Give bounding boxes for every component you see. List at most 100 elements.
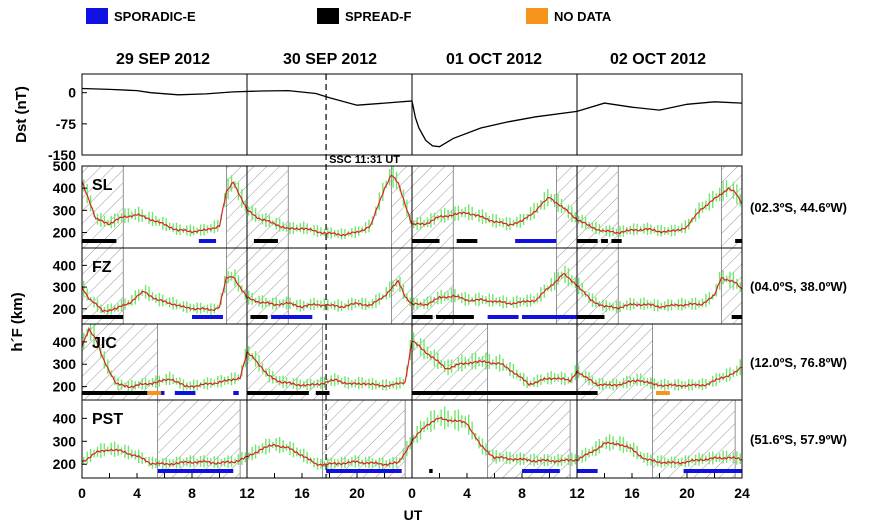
legend: SPORADIC-E SPREAD-F NO DATA — [86, 8, 612, 24]
no-data-bar — [147, 391, 162, 395]
hf-y-tick-label: 300 — [53, 202, 77, 218]
sporadic-e-bar — [577, 469, 598, 473]
legend-label-spread-f: SPREAD-F — [345, 9, 412, 24]
x-tick-label: 0 — [408, 485, 416, 501]
no-data-bar — [656, 391, 670, 395]
legend-label-sporadic-e: SPORADIC-E — [114, 9, 196, 24]
x-tick-label: 4 — [463, 485, 471, 501]
hf-y-tick-label: 200 — [53, 224, 77, 240]
spread-f-bar — [577, 315, 605, 319]
hf-y-tick-label: 300 — [53, 356, 77, 372]
ssc-label: SSC 11:31 UT — [329, 154, 400, 166]
station-coords: (04.0ºS, 38.0ºW) — [750, 279, 847, 294]
sporadic-e-bar — [271, 315, 313, 319]
hf-y-tick-label: 400 — [53, 410, 77, 426]
hf-y-tick-label: 200 — [53, 379, 77, 395]
dst-y-tick-label: -75 — [56, 116, 76, 132]
dst-line — [81, 87, 743, 148]
sporadic-e-bar — [198, 239, 217, 243]
x-axis-ticks: 0 4 8 12 16 20 0 4 8 12 16 20 24 — [78, 473, 750, 501]
x-tick-label: 20 — [679, 485, 695, 501]
dst-axis-label: Dst (nT) — [13, 86, 30, 143]
station-panel-jic: 200 300 400 JIC (12.0ºS, 76.8ºW) — [53, 323, 847, 401]
spread-f-bar — [611, 239, 622, 243]
legend-swatch-sporadic-e — [86, 8, 108, 24]
sporadic-e-bar — [233, 391, 239, 395]
day-headers: 29 SEP 2012 30 SEP 2012 01 OCT 2012 02 O… — [116, 51, 706, 68]
sporadic-e-bar — [522, 469, 560, 473]
spread-f-bar — [82, 239, 117, 243]
spread-f-bar — [735, 239, 742, 243]
station-panel-sl: 200 300 400 500 SL (02.3ºS, 44.6ºW) — [53, 158, 847, 249]
night-shade — [390, 247, 454, 325]
x-axis-label: UT — [404, 507, 423, 523]
night-shade — [225, 165, 289, 249]
dst-frame — [81, 73, 743, 156]
station-coords: (02.3ºS, 44.6ºW) — [750, 200, 847, 215]
hf-y-tick-label: 300 — [53, 279, 77, 295]
x-tick-label: 12 — [569, 485, 585, 501]
sporadic-e-bar — [515, 239, 557, 243]
night-shade — [157, 399, 241, 479]
dst-day-dividers — [246, 74, 578, 155]
spread-f-bar — [577, 239, 598, 243]
hf-y-tick-label: 500 — [53, 158, 77, 174]
sporadic-e-bar — [522, 315, 577, 319]
dst-y-tick-label: -150 — [48, 147, 76, 163]
legend-swatch-spread-f — [317, 8, 339, 24]
spread-f-bar — [412, 239, 440, 243]
hf-y-tick-label: 200 — [53, 456, 77, 472]
station-panel-pst: 200 300 400 PST (51.6ºS, 57.9ºW) — [53, 399, 847, 479]
spread-f-bar — [82, 315, 124, 319]
x-tick-label: 4 — [133, 485, 141, 501]
hf-y-tick-label: 400 — [53, 180, 77, 196]
x-tick-label: 12 — [239, 485, 255, 501]
spread-f-bar — [247, 391, 309, 395]
sporadic-e-bar — [192, 315, 223, 319]
x-tick-label: 8 — [188, 485, 196, 501]
spread-f-bar — [580, 391, 598, 395]
station-name: SL — [92, 177, 113, 194]
spread-f-bar — [412, 315, 433, 319]
x-tick-label: 16 — [294, 485, 310, 501]
night-shade — [390, 165, 454, 249]
spread-f-bar — [82, 391, 148, 395]
hf-y-tick-label: 300 — [53, 433, 77, 449]
spread-f-bar — [253, 239, 278, 243]
sporadic-e-bar — [326, 469, 402, 473]
x-tick-label: 8 — [518, 485, 526, 501]
x-tick-label: 16 — [624, 485, 640, 501]
dst-panel: 0 -75 -150 Dst (nT) — [13, 73, 743, 163]
sporadic-e-bar — [174, 391, 196, 395]
x-tick-label: 24 — [734, 485, 750, 501]
spread-f-bar — [315, 391, 330, 395]
station-name: FZ — [92, 259, 112, 276]
hf-y-tick-label: 200 — [53, 301, 77, 317]
station-coords: (51.6ºS, 57.9ºW) — [750, 432, 847, 447]
hf-y-tick-label: 400 — [53, 334, 77, 350]
sporadic-e-bar — [683, 469, 742, 473]
legend-label-no-data: NO DATA — [554, 9, 612, 24]
night-shade — [576, 323, 654, 401]
day-header-3: 01 OCT 2012 — [446, 51, 542, 68]
station-name: JIC — [92, 335, 117, 352]
day-header-1: 29 SEP 2012 — [116, 51, 210, 68]
station-panels: 200 300 400 500 SL (02.3ºS, 44.6ºW) 200 300 400 F… — [53, 158, 847, 479]
x-tick-label: 20 — [349, 485, 365, 501]
sporadic-e-bar — [157, 469, 234, 473]
dst-y-tick-label: 0 — [68, 85, 76, 101]
spread-f-bar — [456, 239, 478, 243]
legend-swatch-no-data — [526, 8, 548, 24]
night-shade — [652, 399, 736, 479]
day-header-4: 02 OCT 2012 — [610, 51, 706, 68]
spread-f-bar — [436, 315, 474, 319]
night-shade — [720, 165, 743, 249]
spread-f-bar — [412, 391, 581, 395]
station-coords: (12.0ºS, 76.8ºW) — [750, 355, 847, 370]
night-shade — [555, 247, 619, 325]
x-tick-label: 0 — [78, 485, 86, 501]
dst-y-ticks: 0 -75 -150 — [48, 85, 87, 163]
spread-f-bar — [250, 315, 268, 319]
station-name: PST — [92, 411, 123, 428]
